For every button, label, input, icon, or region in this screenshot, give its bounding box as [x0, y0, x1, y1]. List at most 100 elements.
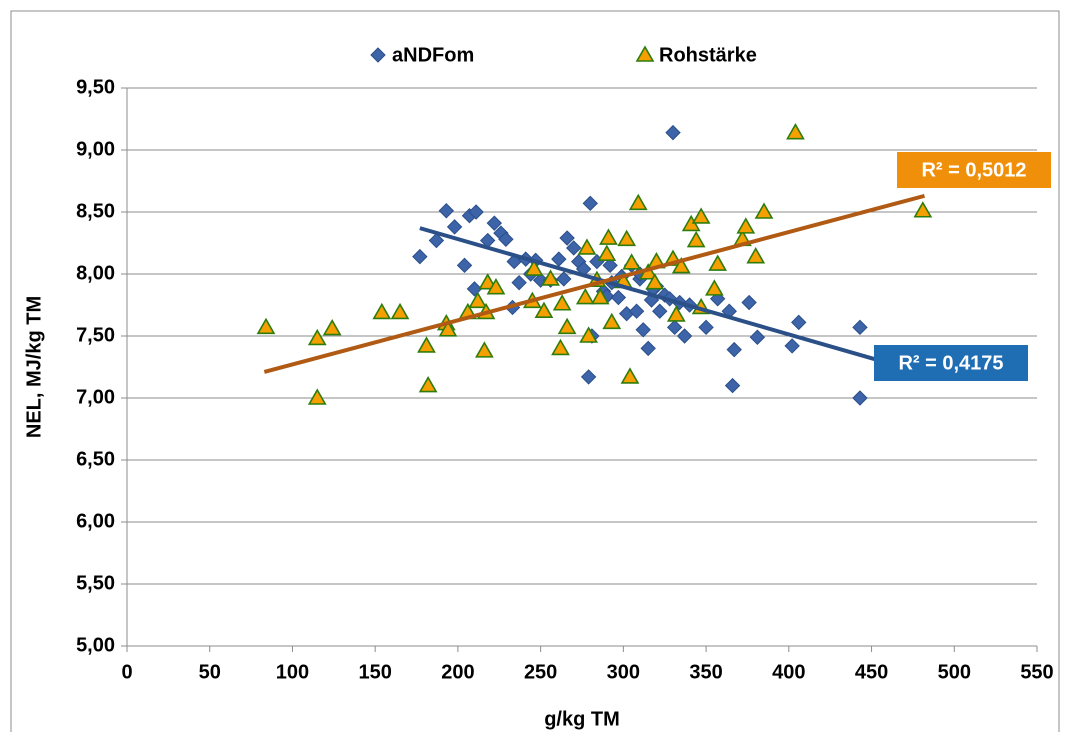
point [791, 314, 807, 331]
point [686, 230, 706, 248]
point [628, 193, 648, 211]
point [466, 281, 483, 297]
point [736, 217, 756, 234]
point [475, 341, 494, 358]
point [498, 231, 514, 247]
point [541, 269, 560, 286]
point [478, 273, 498, 290]
point [746, 247, 766, 264]
point [784, 338, 800, 354]
point [582, 195, 598, 212]
point [438, 320, 458, 337]
point [610, 289, 627, 306]
point [599, 228, 618, 245]
point [486, 215, 503, 231]
point [468, 204, 484, 220]
point [417, 336, 436, 353]
point [307, 328, 327, 346]
point [726, 341, 742, 358]
x-tick-label: 200 [441, 661, 474, 683]
point [579, 326, 598, 343]
point [456, 257, 473, 274]
x-tick-label: 300 [607, 661, 640, 683]
x-tick-label: 250 [524, 661, 557, 683]
point [602, 257, 618, 274]
point [741, 294, 757, 311]
point [307, 388, 327, 405]
point [754, 202, 774, 219]
point [428, 232, 445, 249]
point [749, 329, 766, 345]
point [468, 291, 488, 309]
point [622, 253, 642, 270]
point [724, 377, 741, 394]
point [390, 302, 410, 320]
point [524, 259, 544, 276]
point [557, 317, 577, 335]
point [511, 274, 527, 291]
point [666, 319, 683, 336]
point [698, 319, 714, 336]
r2-box [874, 345, 1028, 381]
r2-box [897, 152, 1051, 188]
x-tick-label: 150 [358, 661, 391, 683]
point [786, 123, 805, 140]
point [852, 390, 868, 406]
point [256, 317, 276, 335]
point [704, 279, 724, 296]
x-tick-label: 50 [199, 661, 221, 683]
x-tick-label: 100 [276, 661, 309, 683]
point [577, 238, 597, 255]
point [628, 303, 645, 319]
point [559, 230, 575, 246]
x-axis-label: g/kg TM [544, 708, 620, 730]
point [534, 301, 554, 318]
point [691, 207, 711, 224]
point [640, 340, 656, 357]
legend-marker [370, 47, 386, 63]
r2-label: R² = 0,5012 [921, 159, 1026, 181]
y-tick-label: 9,00 [76, 138, 115, 160]
x-tick-label: 450 [855, 661, 888, 683]
x-tick-label: 500 [938, 661, 971, 683]
point [645, 273, 665, 290]
y-tick-label: 7,50 [76, 324, 115, 346]
point [412, 248, 428, 265]
point [617, 229, 637, 247]
point [575, 287, 595, 305]
point [322, 318, 342, 336]
point [590, 287, 610, 305]
r2-label: R² = 0,4175 [898, 352, 1003, 374]
point [852, 319, 868, 336]
point [708, 254, 728, 271]
y-tick-label: 6,00 [76, 510, 115, 532]
point [620, 367, 640, 384]
legend-label: aNDFom [392, 44, 474, 66]
point [666, 305, 686, 322]
y-tick-label: 8,00 [76, 262, 115, 284]
point [665, 124, 681, 141]
point [552, 294, 572, 311]
point [652, 303, 668, 319]
point [486, 278, 506, 295]
point [913, 201, 933, 218]
point [446, 219, 463, 235]
x-tick-label: 350 [689, 661, 722, 683]
y-tick-label: 8,50 [76, 200, 115, 222]
point [551, 338, 570, 356]
point [676, 328, 693, 344]
x-tick-label: 0 [121, 661, 132, 683]
point [438, 203, 455, 219]
point [602, 312, 622, 330]
y-tick-label: 5,00 [76, 634, 115, 656]
trendline [263, 193, 926, 374]
y-tick-label: 9,50 [76, 76, 115, 98]
x-tick-label: 550 [1020, 661, 1053, 683]
y-tick-label: 7,00 [76, 386, 115, 408]
point [566, 240, 582, 256]
y-axis-label: NEL, MJ/kg TM [23, 296, 45, 438]
point [671, 256, 691, 274]
legend-label: Rohstärke [659, 44, 757, 66]
trendline [419, 226, 886, 364]
